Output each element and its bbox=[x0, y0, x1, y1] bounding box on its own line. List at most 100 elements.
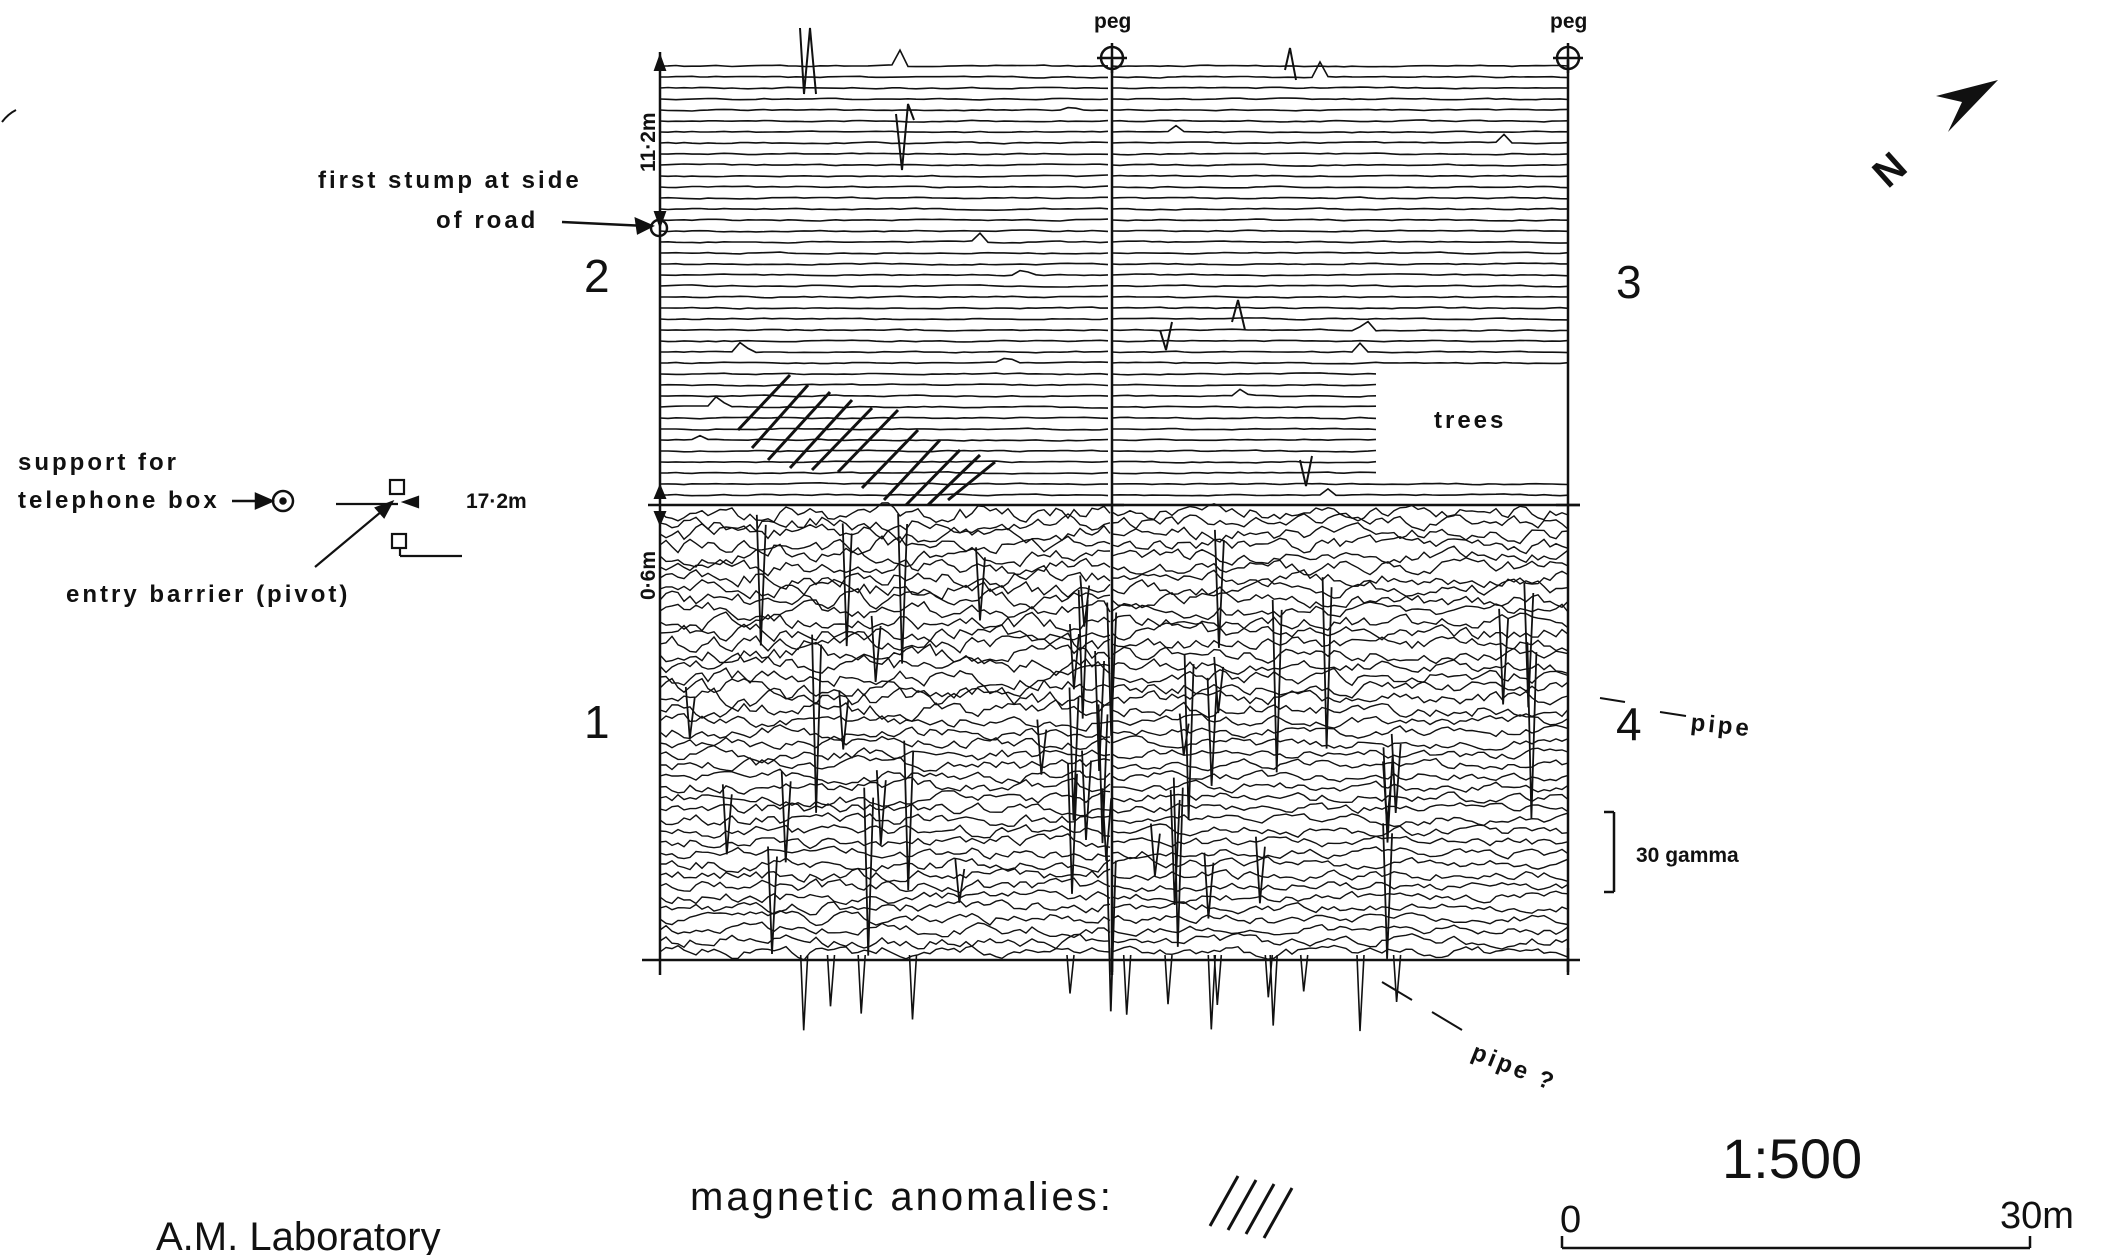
traverse-trace bbox=[1122, 954, 1132, 1015]
traverse-trace bbox=[659, 460, 1109, 464]
traverse-trace bbox=[659, 317, 1109, 321]
traverse-trace bbox=[1111, 635, 1569, 652]
traverse-trace bbox=[1081, 750, 1092, 841]
traverse-trace bbox=[1036, 719, 1048, 775]
traverse-trace bbox=[659, 502, 1111, 524]
traverse-trace bbox=[659, 434, 1109, 442]
traverse-trace bbox=[857, 954, 866, 1014]
traverse-trace bbox=[659, 416, 1109, 420]
traverse-trace bbox=[659, 867, 1111, 883]
traverse-trace bbox=[1111, 680, 1569, 699]
traverse-trace bbox=[1159, 321, 1173, 351]
traverse-trace bbox=[1255, 836, 1266, 904]
traverse-trace bbox=[1356, 954, 1365, 1032]
grid-number-2: 2 bbox=[584, 250, 610, 302]
traverse-trace bbox=[659, 141, 1109, 145]
north-arrow-icon: N bbox=[1865, 80, 1998, 196]
traverse-trace bbox=[1111, 747, 1569, 760]
traverse-trace bbox=[659, 229, 1109, 233]
traverse-trace bbox=[1111, 119, 1569, 123]
traverse-trace bbox=[1111, 405, 1377, 409]
traverse-trace bbox=[1111, 196, 1569, 200]
support-label-1: support for bbox=[18, 449, 179, 476]
peg-label-right: peg bbox=[1550, 10, 1587, 33]
traverse-trace bbox=[1112, 86, 1569, 90]
traverse-trace bbox=[1269, 954, 1278, 1026]
traverse-trace bbox=[799, 27, 817, 95]
traverse-trace bbox=[1111, 229, 1569, 233]
traverse-trace bbox=[841, 523, 853, 647]
traverse-trace bbox=[659, 174, 1109, 178]
traverse-trace bbox=[659, 754, 1111, 773]
traverse-trace bbox=[659, 578, 1111, 601]
grid-number-4: 4 bbox=[1616, 698, 1642, 750]
traverse-trace bbox=[1111, 545, 1569, 566]
traverse-trace bbox=[1111, 124, 1569, 134]
traverse-trace bbox=[1077, 589, 1089, 719]
traverse-trace bbox=[1111, 835, 1569, 848]
traverse-trace bbox=[870, 615, 882, 683]
traverse-trace bbox=[1164, 954, 1173, 1005]
traverse-trace bbox=[1111, 612, 1569, 631]
traverse-trace bbox=[1111, 471, 1377, 475]
traverse-trace bbox=[1498, 608, 1509, 705]
traverse-trace bbox=[659, 493, 1109, 497]
scale-end-label: 30m bbox=[2000, 1195, 2074, 1237]
dimension-17-2m-label: 17·2m bbox=[466, 490, 527, 513]
trees-label: trees bbox=[1434, 407, 1506, 434]
traverse-trace bbox=[1094, 650, 1105, 772]
traverse-trace bbox=[1214, 529, 1225, 648]
traverse-trace bbox=[1111, 320, 1569, 332]
traverse-trace bbox=[1111, 388, 1377, 398]
traverse-trace bbox=[1111, 295, 1568, 299]
traverse-trace bbox=[659, 663, 1111, 692]
traverse-trace bbox=[659, 641, 1111, 665]
traverse-trace bbox=[659, 106, 1109, 112]
magnetometer-traverses bbox=[659, 27, 1569, 1032]
traverse-trace bbox=[659, 394, 1109, 398]
traverse-trace bbox=[1111, 108, 1569, 112]
traverse-trace bbox=[826, 954, 836, 1007]
traverse-trace bbox=[1111, 163, 1569, 168]
traverse-trace bbox=[659, 97, 1109, 101]
traverse-trace bbox=[659, 686, 1111, 710]
traverse-trace bbox=[1097, 704, 1109, 844]
traverse-trace bbox=[659, 899, 1111, 916]
traverse-trace bbox=[1111, 855, 1569, 870]
traverse-trace bbox=[659, 284, 1109, 288]
traverse-trace bbox=[659, 357, 1109, 365]
traverse-trace bbox=[1079, 575, 1091, 627]
traverse-trace bbox=[659, 383, 1109, 387]
traverse-trace bbox=[1111, 339, 1569, 343]
scale-zero-label: 0 bbox=[1560, 1199, 1581, 1241]
traverse-trace bbox=[1172, 777, 1184, 947]
traverse-trace bbox=[659, 543, 1111, 568]
traverse-trace bbox=[659, 196, 1108, 200]
traverse-trace bbox=[659, 163, 1109, 167]
traverse-trace bbox=[659, 652, 1111, 677]
traverse-trace bbox=[895, 103, 915, 171]
traverse-trace bbox=[1111, 522, 1569, 545]
traverse-trace bbox=[660, 262, 1109, 266]
traverse-trace bbox=[659, 812, 1111, 828]
traverse-trace bbox=[903, 740, 915, 891]
traverse-trace bbox=[1111, 502, 1569, 522]
traverse-trace bbox=[780, 771, 792, 863]
traverse-trace bbox=[659, 535, 1111, 557]
traverse-trace bbox=[1321, 577, 1333, 749]
traverse-trace bbox=[659, 557, 1111, 581]
traverse-trace bbox=[659, 372, 1109, 376]
first-stump-label-2: of road bbox=[436, 207, 538, 234]
traverse-trace bbox=[660, 427, 1109, 431]
anomaly-hatching bbox=[736, 373, 996, 507]
traverse-trace bbox=[1111, 713, 1569, 729]
traverse-trace bbox=[659, 744, 1111, 764]
traverse-trace bbox=[875, 770, 887, 845]
traverse-trace bbox=[659, 832, 1111, 850]
traverse-trace bbox=[1231, 299, 1246, 331]
gamma-scale-label: 30 gamma bbox=[1636, 844, 1739, 867]
traverse-trace bbox=[767, 846, 778, 955]
pipe-question-label: pipe ? bbox=[1468, 1039, 1560, 1097]
traverse-trace bbox=[1111, 701, 1569, 719]
traverse-trace bbox=[659, 933, 1111, 950]
